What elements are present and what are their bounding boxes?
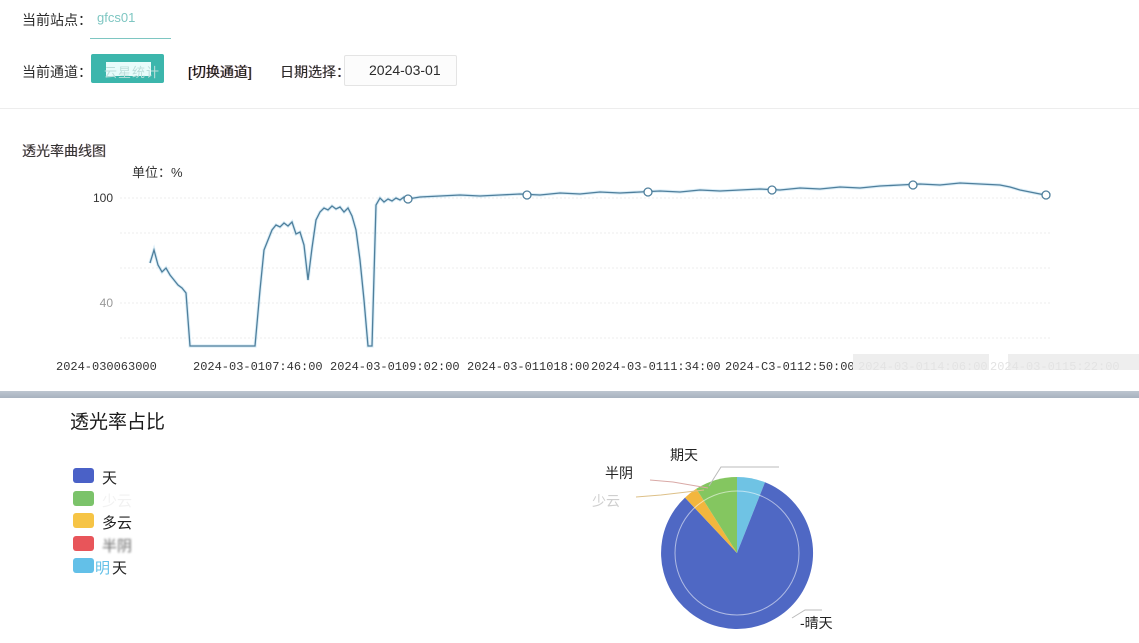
svg-text:-晴天: -晴天 xyxy=(800,615,833,631)
svg-text:半阴: 半阴 xyxy=(605,465,633,481)
svg-text:期天: 期天 xyxy=(670,447,698,463)
svg-text:少云: 少云 xyxy=(592,493,620,509)
